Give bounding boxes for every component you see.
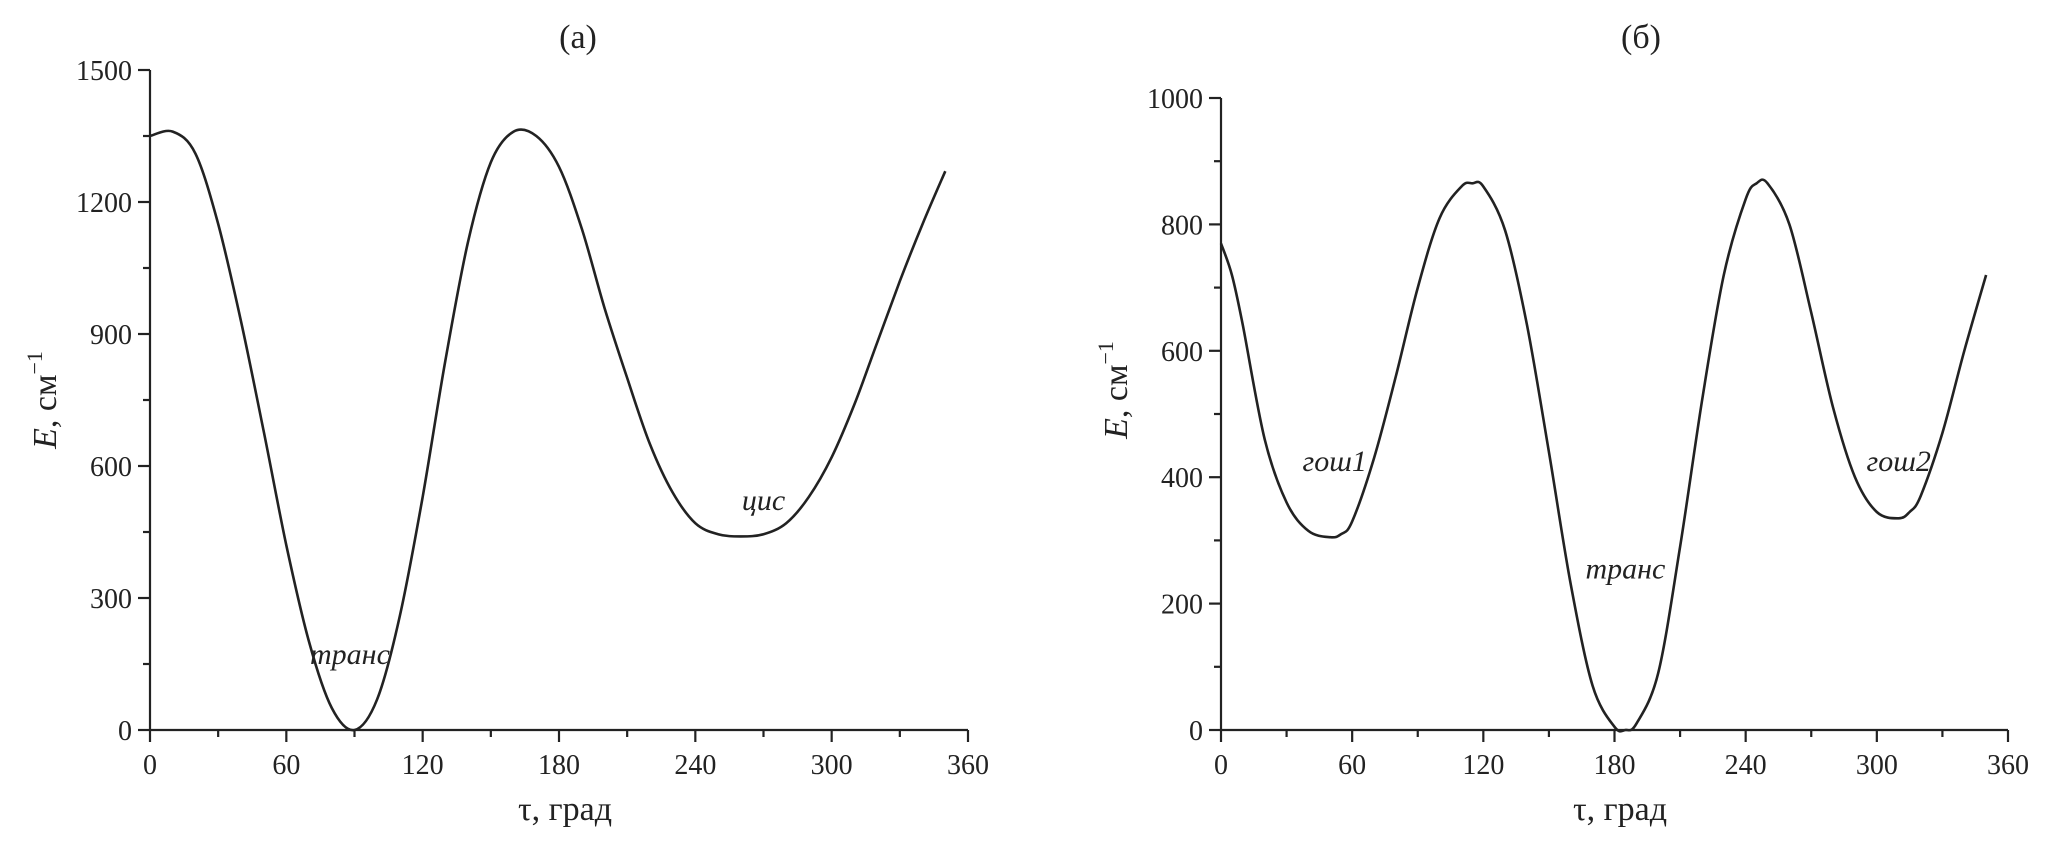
panel-b-x-ticks: 0 60 120 180 240 300 360 (1214, 730, 2029, 781)
panel-b-y-ticks: 0 200 400 600 800 1000 (1147, 84, 1221, 747)
panel-a-y-label-unit: , см (27, 375, 64, 429)
panel-a-x-ticks: 0 60 120 180 240 300 360 (143, 730, 989, 781)
panel-b-x-tick-label: 120 (1462, 750, 1504, 781)
panel-a-y-tick-label: 900 (90, 320, 132, 351)
panel-b-x-tick-label: 240 (1725, 750, 1767, 781)
panel-a-x-tick-label: 0 (143, 750, 157, 781)
panel-a-y-tick-label: 0 (118, 716, 132, 747)
panel-a-x-label: τ, град (518, 791, 612, 828)
panel-a-y-tick-label: 1200 (76, 188, 132, 219)
panel-b-energy-curve (1219, 178, 1988, 733)
panel-a-annotation: транс (310, 638, 390, 671)
panel-b-y-tick-label: 1000 (1147, 84, 1203, 115)
panel-a-title: (а) (559, 19, 597, 56)
panel-b-annotation: гош1 (1302, 445, 1366, 478)
panel-a-y-label: E, см−1 (22, 351, 64, 450)
panel-a-x-tick-label: 360 (947, 750, 989, 781)
panel-a-y-tick-label: 1500 (76, 56, 132, 87)
panel-a-energy-curve (149, 128, 947, 732)
panel-b-x-tick-label: 0 (1214, 750, 1228, 781)
panel-a: (а) 0 60 120 180 240 300 360 0 300 600 900 1200 150… (22, 19, 989, 828)
panel-a-x-tick-label: 240 (674, 750, 716, 781)
panel-b-y-label-unit: , см (1098, 365, 1135, 419)
panel-b-y-label-exp: −1 (1093, 341, 1118, 364)
panel-a-y-ticks: 0 300 600 900 1200 1500 (76, 56, 150, 747)
panel-b-annotation: транс (1585, 552, 1665, 585)
panel-b-x-tick-label: 300 (1856, 750, 1898, 781)
panel-a-y-label-symbol: E (27, 428, 64, 450)
panel-a-y-tick-label: 300 (90, 584, 132, 615)
panel-b-x-tick-label: 180 (1594, 750, 1636, 781)
panel-b-x-tick-label: 360 (1987, 750, 2029, 781)
panel-b-x-label: τ, град (1573, 791, 1667, 828)
panel-b-y-tick-label: 200 (1161, 590, 1203, 621)
panel-b-title: (б) (1621, 19, 1661, 56)
panel-a-y-tick-label: 600 (90, 452, 132, 483)
panel-a-y-label-exp: −1 (22, 351, 47, 374)
panel-b-y-label-symbol: E (1098, 418, 1135, 440)
panel-b-annotations: гош1 транс гош2 (1302, 445, 1930, 585)
panel-b-y-tick-label: 600 (1161, 337, 1203, 368)
panel-b-y-label: E, см−1 (1093, 341, 1135, 440)
panel-a-annotation: цис (742, 484, 785, 517)
panel-a-x-tick-label: 60 (272, 750, 300, 781)
panel-a-annotations: транс цис (310, 484, 785, 671)
panel-b: (б) 0 60 120 180 240 300 360 0 200 400 600 800 1000… (1093, 19, 2029, 828)
panel-b-y-tick-label: 400 (1161, 463, 1203, 494)
panel-a-x-tick-label: 300 (811, 750, 853, 781)
panel-a-x-tick-label: 120 (402, 750, 444, 781)
panel-b-x-tick-label: 60 (1338, 750, 1366, 781)
panel-b-y-tick-label: 800 (1161, 210, 1203, 241)
panel-b-annotation: гош2 (1867, 445, 1931, 478)
panel-b-y-tick-label: 0 (1189, 716, 1203, 747)
panel-a-x-tick-label: 180 (538, 750, 580, 781)
